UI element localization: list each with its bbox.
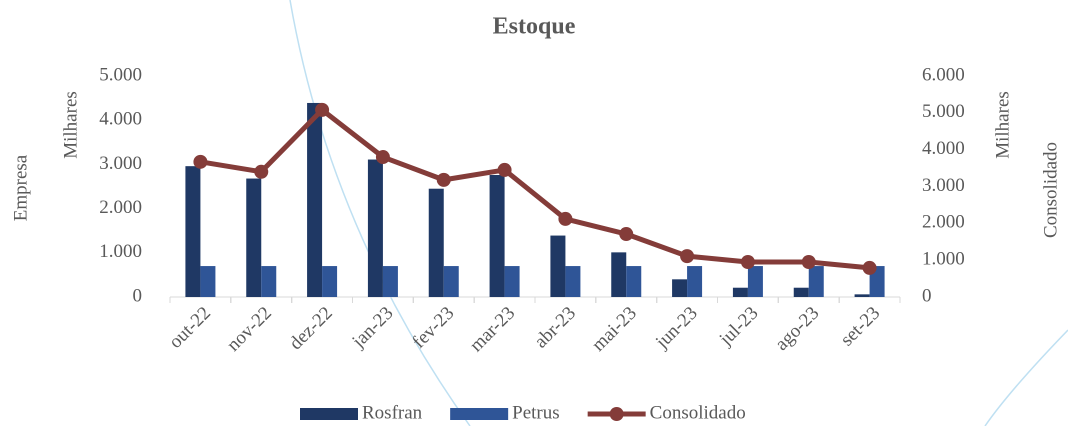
y-tick-label: 0 xyxy=(133,285,143,306)
bar xyxy=(611,252,627,297)
line-marker xyxy=(254,164,269,179)
x-tick-label: ago-23 xyxy=(771,303,823,355)
x-tick-label: set-23 xyxy=(837,303,885,351)
y-tick-label: 5.000 xyxy=(99,64,142,85)
x-tick-label: fev-23 xyxy=(408,303,458,353)
bar xyxy=(550,235,566,297)
x-tick-label: mar-23 xyxy=(466,303,519,356)
bar xyxy=(672,279,688,297)
bar xyxy=(747,266,763,297)
x-tick-label: dez-22 xyxy=(285,303,336,354)
line-marker xyxy=(436,172,451,187)
line-marker xyxy=(801,255,816,270)
line-marker xyxy=(862,260,877,275)
y2-tick-label: 0 xyxy=(922,285,932,306)
y2-axis-title: Consolidado xyxy=(1040,142,1061,238)
y-tick-label: 4.000 xyxy=(99,109,142,130)
line-marker xyxy=(558,211,573,226)
bar xyxy=(322,266,338,297)
y2-tick-label: 2.000 xyxy=(922,212,965,233)
line-marker xyxy=(619,227,634,242)
bar xyxy=(687,266,703,297)
legend-label: Rosfran xyxy=(362,402,423,423)
decor-curve xyxy=(984,329,1068,426)
y2-tick-label: 4.000 xyxy=(922,138,965,159)
chart-title: Estoque xyxy=(493,14,576,40)
bar xyxy=(565,266,581,297)
x-tick-label: jun-23 xyxy=(651,303,702,354)
line xyxy=(200,107,870,271)
y2-tick-label: 5.000 xyxy=(922,101,965,122)
y-tick-label: 2.000 xyxy=(99,197,142,218)
bar xyxy=(732,287,748,297)
bar xyxy=(246,178,262,297)
y-axis-title: Empresa xyxy=(10,154,31,221)
legend-swatch xyxy=(450,408,509,420)
x-tick-label: nov-22 xyxy=(223,303,276,356)
y2-tick-label: 1.000 xyxy=(922,249,965,270)
bar xyxy=(504,266,520,297)
line-marker xyxy=(375,150,390,165)
bar xyxy=(307,102,323,297)
legend-label: Petrus xyxy=(512,402,560,423)
bar xyxy=(489,175,505,297)
line-marker xyxy=(193,154,208,169)
bar xyxy=(808,266,824,297)
decor-curve xyxy=(289,0,471,426)
line-marker xyxy=(680,249,695,264)
bar xyxy=(200,266,216,297)
bar xyxy=(185,166,201,297)
y2-tick-label: 6.000 xyxy=(922,64,965,85)
bar xyxy=(261,266,277,297)
bar xyxy=(428,188,444,297)
x-tick-label: mai-23 xyxy=(588,303,641,356)
bar xyxy=(793,287,809,297)
bar xyxy=(443,266,459,297)
legend-swatch xyxy=(300,408,358,420)
y-tick-label: 3.000 xyxy=(99,153,142,174)
bar xyxy=(854,294,870,297)
x-tick-label: jan-23 xyxy=(348,303,398,353)
line-marker xyxy=(497,162,512,177)
x-tick-label: jul-23 xyxy=(715,303,763,351)
legend-swatch xyxy=(609,407,624,421)
line-marker xyxy=(740,255,755,270)
legend-label: Consolidado xyxy=(650,402,746,423)
bar xyxy=(626,266,642,297)
y2-axis-unit: Milhares xyxy=(992,91,1013,159)
bar xyxy=(367,159,383,297)
y-axis-unit: Milhares xyxy=(60,91,81,159)
y-tick-label: 1.000 xyxy=(99,241,142,262)
bar xyxy=(382,266,398,297)
x-tick-label: abr-23 xyxy=(530,303,580,353)
line-marker xyxy=(315,102,330,117)
y2-tick-label: 3.000 xyxy=(922,175,965,196)
x-tick-label: out-22 xyxy=(165,303,215,353)
